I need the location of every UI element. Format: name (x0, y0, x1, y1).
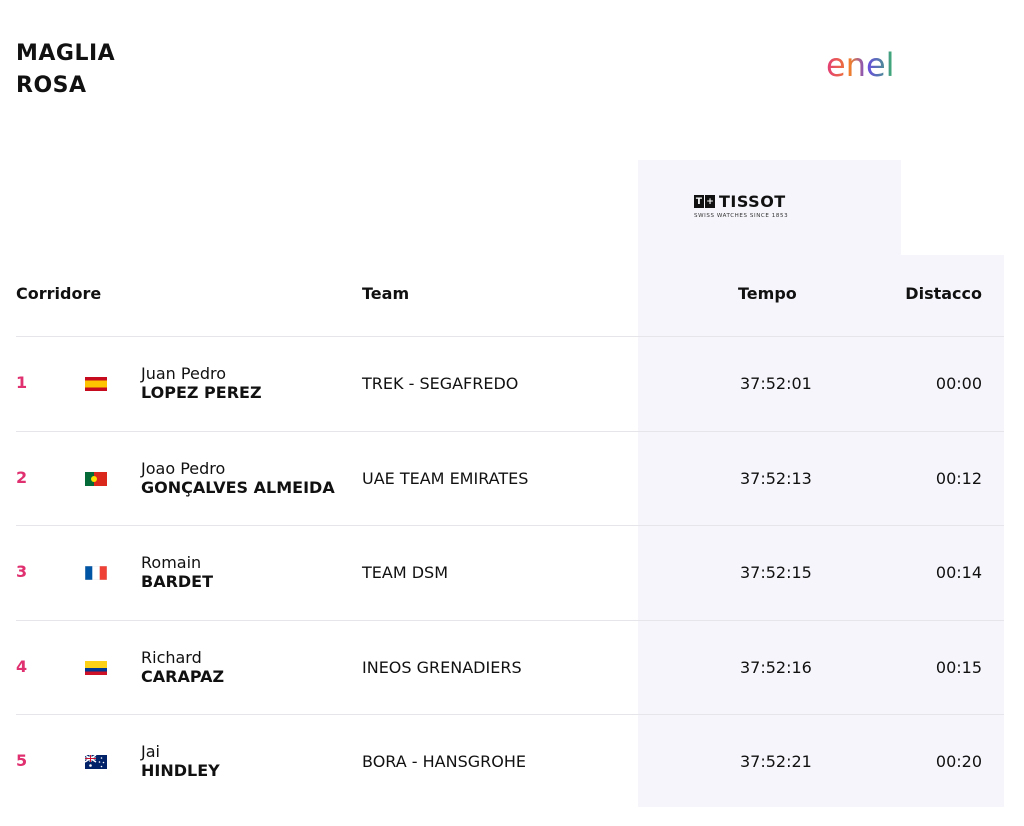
rider-first-name: Juan Pedro (141, 364, 226, 383)
rider-last-name: BARDET (141, 572, 214, 591)
gap-value: 00:20 (935, 752, 982, 771)
rider-name[interactable]: Juan Pedro LOPEZ PEREZ (141, 364, 262, 402)
team-name: BORA - HANSGROHE (362, 752, 526, 771)
time-value: 37:52:16 (740, 657, 812, 677)
enel-logo-graphic: enel (826, 46, 895, 84)
rider-name[interactable]: Richard CARAPAZ (141, 648, 224, 686)
australia-flag-icon (85, 755, 107, 769)
france-flag-icon (85, 566, 107, 580)
tissot-wordmark: TISSOT (719, 192, 786, 211)
title-line-2: ROSA (16, 73, 87, 98)
table-row[interactable]: 4 Richard CARAPAZ INEOS GRENADIERS 37:52… (16, 619, 1004, 715)
enel-logo: enel (826, 46, 910, 91)
spain-flag-icon (85, 377, 107, 391)
standings-table: 1 Juan Pedro LOPEZ PEREZ TREK - SEGAFRED… (16, 336, 1004, 809)
time-value: 37:52:15 (740, 563, 812, 582)
rider-name[interactable]: Jai HINDLEY (141, 742, 220, 780)
gap-value: 00:14 (935, 563, 982, 582)
tissot-column-header-bg (638, 160, 901, 256)
time-value: 37:52:01 (740, 374, 812, 393)
tissot-column-bg (638, 255, 1004, 807)
team-name: TREK - SEGAFREDO (362, 374, 519, 393)
tissot-tagline: SWISS WATCHES SINCE 1853 (694, 213, 789, 219)
rider-first-name: Jai (141, 742, 160, 761)
table-row[interactable]: 1 Juan Pedro LOPEZ PEREZ TREK - SEGAFRED… (16, 336, 1004, 431)
page-title: MAGLIA ROSA (16, 38, 115, 102)
tissot-cross-icon: T + (694, 195, 715, 208)
portugal-flag-icon (85, 471, 107, 486)
rider-first-name: Richard (141, 647, 202, 667)
rank: 4 (16, 656, 28, 676)
rank: 3 (16, 562, 28, 581)
rider-last-name: CARAPAZ (141, 666, 225, 686)
rank: 5 (16, 751, 28, 770)
table-row[interactable]: 5 Jai HINDLEY BORA - HANSGROHE 37:52:21 … (16, 714, 1004, 809)
rider-last-name: GONÇALVES ALMEIDA (141, 477, 335, 497)
header-gap: Distacco (905, 284, 982, 303)
team-name: TEAM DSM (362, 563, 448, 582)
time-value: 37:52:21 (740, 752, 812, 771)
gap-value: 00:15 (935, 657, 982, 677)
rider-name[interactable]: Joao Pedro GONÇALVES ALMEIDA (141, 459, 335, 497)
table-header: Corridore Team Tempo Distacco (16, 280, 1004, 310)
rider-first-name: Joao Pedro (141, 458, 226, 478)
time-value: 37:52:13 (740, 468, 812, 488)
rank: 2 (16, 467, 28, 487)
gap-value: 00:12 (935, 468, 982, 488)
tissot-logo: T + TISSOT SWISS WATCHES SINCE 1853 (694, 192, 814, 222)
rider-last-name: LOPEZ PEREZ (141, 383, 262, 402)
title-line-1: MAGLIA (16, 41, 116, 66)
table-row[interactable]: 3 Romain BARDET TEAM DSM 37:52:15 00:14 (16, 525, 1004, 620)
team-name: INEOS GRENADIERS (362, 657, 522, 677)
rank: 1 (16, 373, 28, 392)
header-time: Tempo (738, 284, 797, 303)
header-team: Team (362, 284, 410, 303)
header-rider: Corridore (16, 284, 102, 303)
rider-first-name: Romain (141, 553, 202, 572)
colombia-flag-icon (85, 660, 107, 675)
rider-last-name: HINDLEY (141, 761, 220, 780)
gap-value: 00:00 (935, 374, 982, 393)
team-name: UAE TEAM EMIRATES (362, 468, 529, 488)
rider-name[interactable]: Romain BARDET (141, 553, 213, 591)
table-row[interactable]: 2 Joao Pedro GONÇALVES ALMEIDA UAE TEAM … (16, 430, 1004, 526)
enel-logo-text: enel (826, 48, 895, 82)
